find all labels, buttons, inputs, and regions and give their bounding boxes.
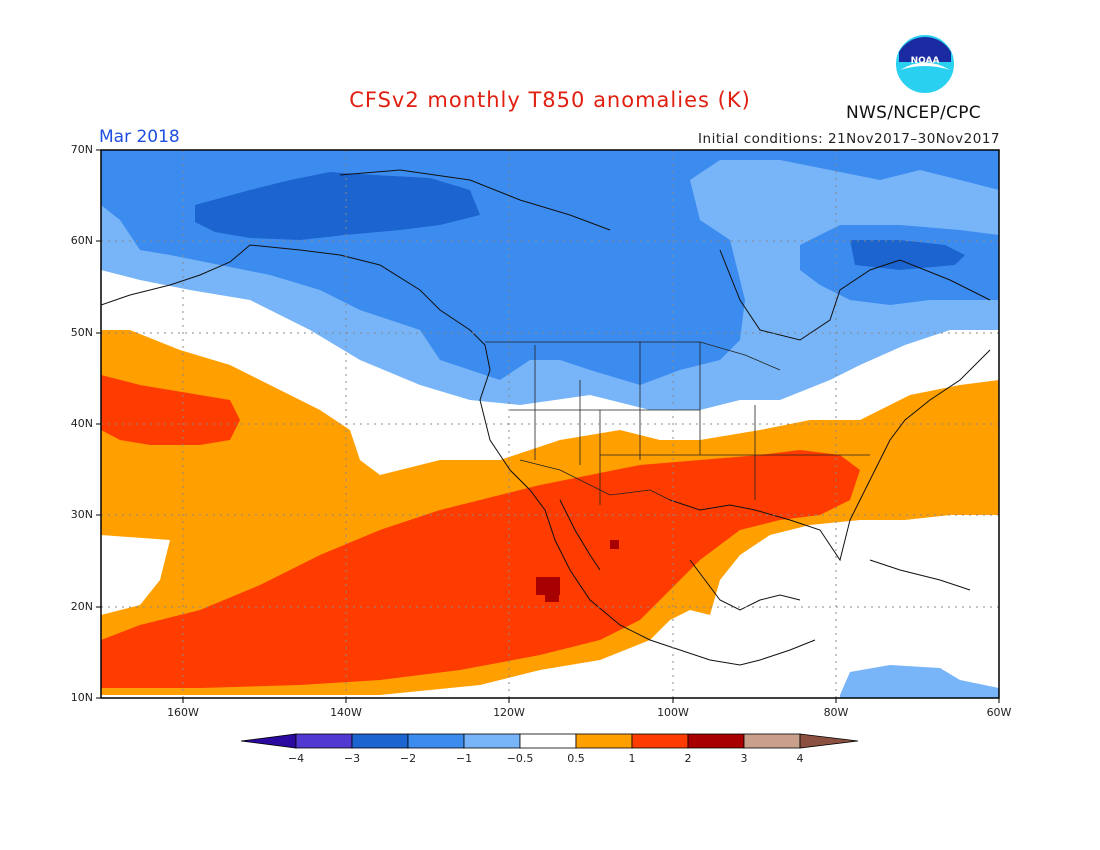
noaa-logo [894, 33, 956, 95]
colorbar-label: −0.5 [506, 752, 534, 765]
colorbar-label: −4 [287, 752, 305, 765]
colorbar-swatch [743, 733, 801, 749]
lat-label: 60N [70, 234, 93, 247]
colorbar-swatch [631, 733, 689, 749]
organization-label: NWS/NCEP/CPC [846, 103, 981, 123]
dark-blue-region [195, 172, 480, 240]
borders [485, 341, 870, 505]
noaa-logo-text: NOAA [910, 56, 940, 66]
lat-label: 20N [70, 600, 93, 613]
colorbar-swatch [687, 733, 745, 749]
lon-label: 140W [330, 706, 362, 719]
lat-label: 70N [70, 143, 93, 156]
ticks [96, 149, 1000, 703]
colorbar-swatch [463, 733, 521, 749]
colorbar [240, 733, 859, 749]
colorbar-label: 4 [796, 752, 804, 765]
dark-red-spot-3 [610, 540, 619, 549]
forecast-period: Mar 2018 [99, 127, 180, 147]
colorbar-swatch [351, 733, 409, 749]
colorbar-label: 1 [628, 752, 636, 765]
coastlines [101, 169, 991, 666]
red-region [101, 375, 240, 445]
initial-conditions: Initial conditions: 21Nov2017–30Nov2017 [698, 131, 1000, 147]
colorbar-label: 0.5 [567, 752, 585, 765]
colorbar-label: 3 [740, 752, 748, 765]
lon-label: 80W [823, 706, 849, 719]
dark-blue-region-east [850, 240, 965, 270]
colorbar-swatch [575, 733, 633, 749]
lon-label: 160W [167, 706, 199, 719]
dark-red-spot-2 [545, 590, 559, 602]
colorbar-label: −1 [455, 752, 473, 765]
colorbar-label: −2 [399, 752, 417, 765]
lat-label: 50N [70, 326, 93, 339]
colorbar-swatch [519, 733, 577, 749]
red-region-main [101, 450, 860, 688]
graticule [101, 150, 999, 698]
lon-label: 120W [493, 706, 525, 719]
lon-label: 60W [986, 706, 1012, 719]
colorbar-swatch [295, 733, 353, 749]
lat-label: 30N [70, 508, 93, 521]
lat-label: 10N [70, 691, 93, 704]
light-blue-patch-south [840, 665, 999, 698]
colorbar-swatch [407, 733, 465, 749]
lon-label: 100W [657, 706, 689, 719]
colorbar-label: 2 [684, 752, 692, 765]
lat-label: 40N [70, 417, 93, 430]
colorbar-label: −3 [343, 752, 361, 765]
map-title: CFSv2 monthly T850 anomalies (K) [349, 88, 751, 112]
